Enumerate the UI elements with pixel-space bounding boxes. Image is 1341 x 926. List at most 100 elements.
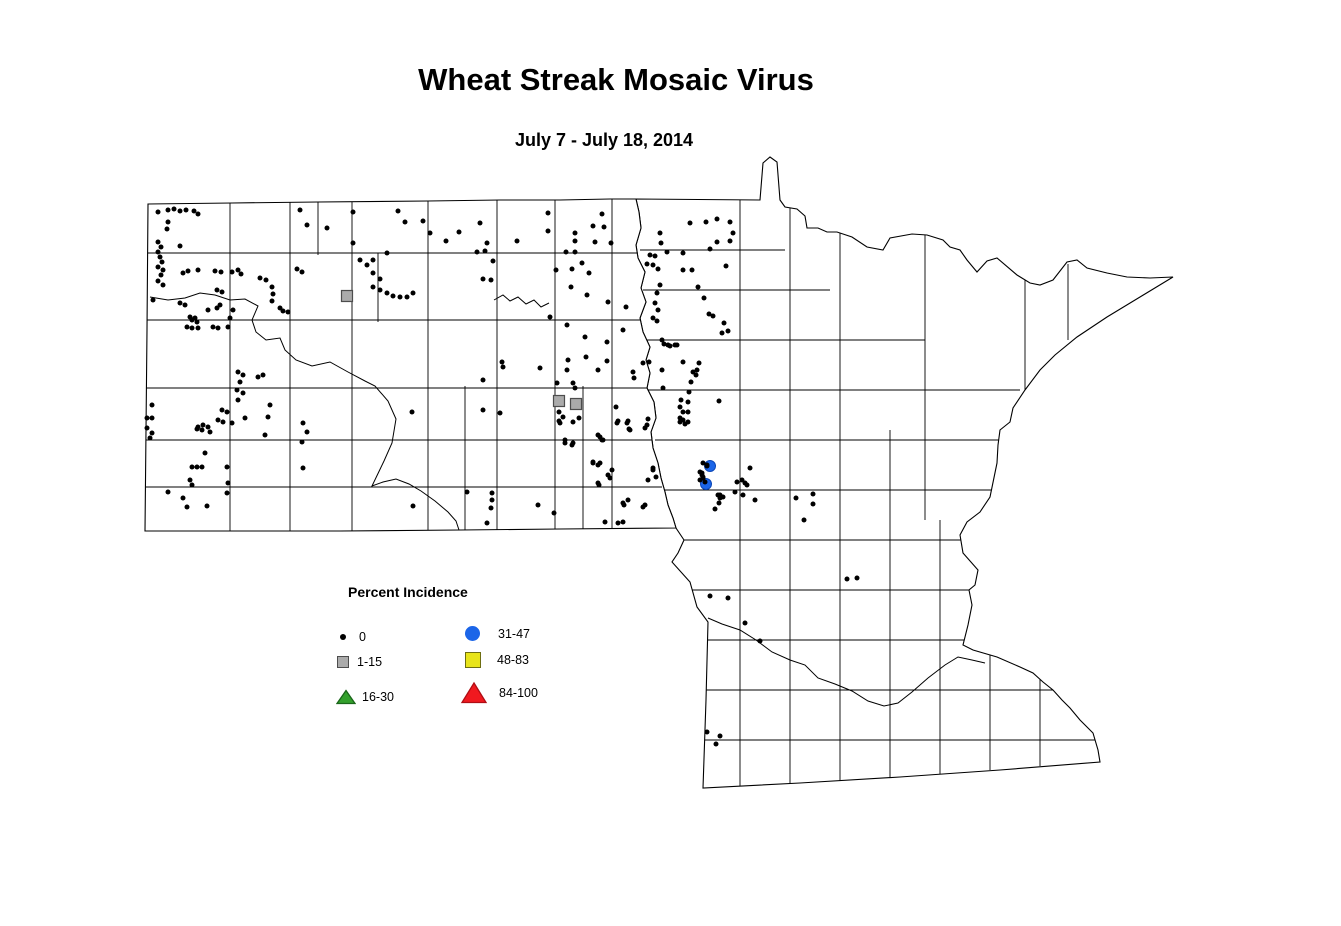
marker-0 <box>235 369 241 375</box>
marker-0 <box>572 385 578 391</box>
marker-0 <box>144 415 150 421</box>
north-dakota-outline <box>144 198 677 532</box>
marker-0 <box>235 397 241 403</box>
marker-0 <box>640 360 646 366</box>
marker-0 <box>370 257 376 263</box>
marker-0 <box>300 465 306 471</box>
marker-0 <box>177 243 183 249</box>
marker-0 <box>650 465 656 471</box>
marker-0 <box>420 218 426 224</box>
marker-0 <box>601 224 607 230</box>
marker-0 <box>553 267 559 273</box>
marker-0 <box>565 357 571 363</box>
marker-0 <box>631 375 637 381</box>
marker-0 <box>810 491 816 497</box>
marker-0 <box>240 390 246 396</box>
marker-0 <box>695 284 701 290</box>
marker-0 <box>716 398 722 404</box>
marker-0 <box>234 387 240 393</box>
marker-0 <box>205 307 211 313</box>
marker-0 <box>224 464 230 470</box>
marker-layer <box>144 206 860 747</box>
marker-0 <box>177 208 183 214</box>
marker-0 <box>484 240 490 246</box>
marker-0 <box>255 374 261 380</box>
marker-0 <box>644 261 650 267</box>
missouri-river <box>149 292 460 531</box>
marker-0 <box>707 246 713 252</box>
marker-0 <box>551 510 557 516</box>
marker-0 <box>710 313 716 319</box>
marker-0 <box>155 239 161 245</box>
marker-0 <box>464 489 470 495</box>
marker-0 <box>535 502 541 508</box>
marker-0 <box>615 520 621 526</box>
marker-0 <box>480 407 486 413</box>
marker-0 <box>689 267 695 273</box>
marker-0 <box>740 492 746 498</box>
marker-0 <box>734 479 740 485</box>
marker-0 <box>646 359 652 365</box>
marker-0 <box>194 426 200 432</box>
marker-0 <box>568 284 574 290</box>
marker-0 <box>563 249 569 255</box>
marker-0 <box>184 324 190 330</box>
marker-0 <box>658 240 664 246</box>
marker-0 <box>844 576 850 582</box>
marker-0 <box>270 291 276 297</box>
marker-0 <box>225 480 231 486</box>
marker-0 <box>410 290 416 296</box>
marker-0 <box>609 467 615 473</box>
marker-0 <box>200 422 206 428</box>
marker-0 <box>560 414 566 420</box>
marker-0 <box>659 367 665 373</box>
marker-0 <box>395 208 401 214</box>
marker-1-15 <box>569 397 583 411</box>
marker-0 <box>489 497 495 503</box>
marker-0 <box>650 315 656 321</box>
marker-0 <box>384 250 390 256</box>
marker-0 <box>499 359 505 365</box>
marker-0 <box>725 595 731 601</box>
marker-0 <box>608 240 614 246</box>
marker-1-15 <box>552 394 566 408</box>
marker-0 <box>625 497 631 503</box>
marker-0 <box>214 287 220 293</box>
marker-0 <box>712 506 718 512</box>
marker-0 <box>155 264 161 270</box>
north-dakota-county-lines <box>145 199 662 531</box>
marker-0 <box>182 302 188 308</box>
marker-0 <box>324 225 330 231</box>
marker-0 <box>597 460 603 466</box>
marker-0 <box>404 294 410 300</box>
marker-0 <box>304 222 310 228</box>
marker-1-15 <box>340 289 354 303</box>
marker-0 <box>569 266 575 272</box>
marker-0 <box>158 244 164 250</box>
marker-0 <box>219 289 225 295</box>
marker-0 <box>537 365 543 371</box>
marker-0 <box>242 415 248 421</box>
marker-0 <box>652 253 658 259</box>
marker-0 <box>147 435 153 441</box>
marker-0 <box>687 220 693 226</box>
marker-0 <box>595 480 601 486</box>
marker-0 <box>562 440 568 446</box>
legend-green-triangle-icon <box>336 689 356 705</box>
marker-0 <box>158 272 164 278</box>
marker-0 <box>238 271 244 277</box>
marker-0 <box>657 230 663 236</box>
marker-0 <box>572 238 578 244</box>
marker-0 <box>195 267 201 273</box>
marker-0 <box>721 320 727 326</box>
marker-0 <box>716 500 722 506</box>
marker-0 <box>204 503 210 509</box>
marker-0 <box>570 419 576 425</box>
marker-0 <box>215 325 221 331</box>
marker-0 <box>704 729 710 735</box>
marker-0 <box>570 440 576 446</box>
marker-0 <box>155 249 161 255</box>
marker-0 <box>630 369 636 375</box>
marker-0 <box>514 238 520 244</box>
marker-0 <box>621 502 627 508</box>
